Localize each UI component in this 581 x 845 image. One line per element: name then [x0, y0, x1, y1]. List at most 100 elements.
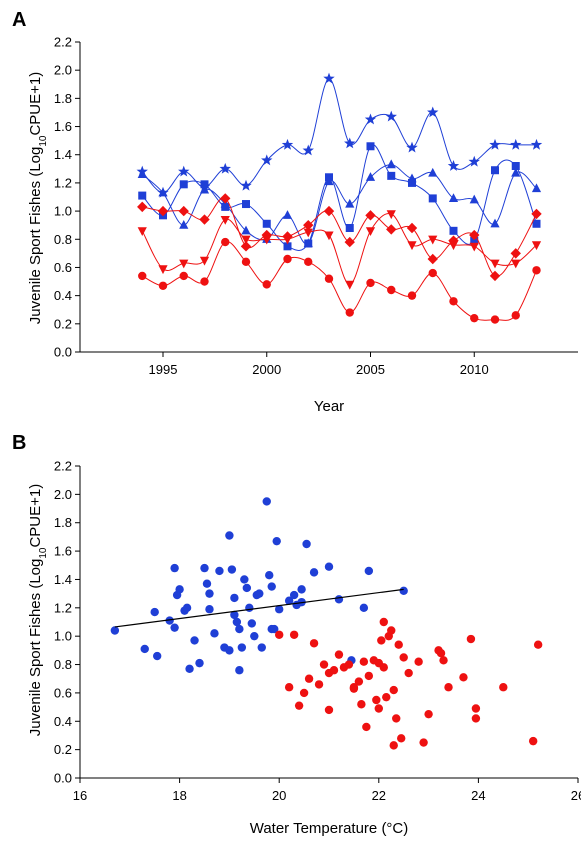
scatter-point	[175, 585, 184, 594]
triangle-down-marker	[531, 241, 542, 251]
y-tick-label: 0.6	[54, 685, 72, 700]
triangle-down-marker	[303, 228, 313, 238]
scatter-point	[302, 539, 311, 549]
circle-marker	[470, 313, 479, 323]
scatter-point	[170, 623, 179, 632]
circle-marker	[532, 266, 541, 275]
star-marker	[489, 138, 501, 150]
star-marker	[219, 162, 231, 174]
diamond-marker	[199, 214, 210, 225]
scatter-point	[230, 593, 239, 603]
y-tick-label: 1.6	[54, 544, 72, 559]
scatter-point	[182, 603, 192, 613]
scatter-point	[372, 695, 381, 705]
circle-marker	[283, 254, 292, 264]
scatter-point	[289, 590, 299, 600]
scatter-series-0	[110, 497, 408, 675]
triangle-down-marker	[511, 259, 521, 269]
x-tick-label: 24	[471, 788, 485, 803]
circle-marker	[221, 237, 230, 247]
y-tick-label: 2.2	[54, 459, 72, 474]
scatter-point	[284, 596, 294, 605]
diamond-marker	[469, 229, 480, 241]
circle-marker	[345, 308, 354, 317]
triangle-down-marker	[179, 259, 189, 269]
y-tick-label: 1.8	[54, 515, 72, 530]
scatter-point	[150, 607, 159, 617]
square-marker	[532, 219, 541, 228]
scatter-point	[230, 610, 239, 620]
scatter-point	[357, 700, 366, 709]
triangle-down-marker	[137, 227, 147, 237]
scatter-point	[362, 722, 371, 732]
series-circle	[138, 237, 541, 324]
circle-marker	[179, 271, 188, 281]
x-tick-label: 20	[272, 788, 286, 803]
scatter-point	[394, 640, 403, 649]
diamond-marker	[386, 224, 397, 235]
square-marker	[221, 202, 230, 211]
scatter-point	[190, 636, 199, 645]
diamond-marker	[510, 248, 521, 259]
y-tick-label: 1.2	[54, 600, 72, 615]
scatter-point	[471, 704, 481, 713]
triangle-up-marker	[448, 193, 459, 203]
x-tick-label: 22	[372, 788, 386, 803]
scatter-point	[225, 531, 234, 540]
circle-marker	[428, 268, 437, 278]
x-tick-label: 2010	[460, 362, 489, 377]
triangle-down-marker	[241, 235, 251, 245]
scatter-point	[382, 692, 391, 702]
scatter-point	[140, 644, 149, 654]
scatter-point	[294, 701, 304, 710]
triangle-down-marker	[469, 242, 479, 252]
scatter-point	[152, 651, 162, 661]
circle-marker	[511, 311, 520, 320]
circle-marker	[449, 297, 458, 306]
scatter-point	[444, 683, 453, 692]
y-tick-label: 0.0	[54, 345, 72, 360]
scatter-point	[344, 660, 354, 669]
diamond-marker	[157, 205, 169, 217]
scatter-point	[354, 677, 364, 686]
triangle-down-marker	[324, 231, 334, 241]
panel-b-label: B	[12, 432, 26, 454]
scatter-point	[309, 568, 319, 577]
scatter-series-1	[275, 617, 543, 750]
square-marker	[262, 219, 271, 228]
panel-b-plot-area	[110, 497, 543, 750]
scatter-point	[459, 673, 468, 682]
triangle-down-marker	[282, 235, 293, 245]
x-tick-label: 2005	[356, 362, 385, 377]
scatter-point	[329, 666, 339, 675]
triangle-up-marker	[199, 184, 210, 194]
circle-marker	[241, 257, 251, 267]
triangle-down-marker	[220, 215, 230, 225]
scatter-point	[270, 624, 279, 634]
series-line	[141, 78, 537, 194]
scatter-point	[439, 656, 448, 665]
panel-a-axes: 0.0 0.2 0.4 0.6 0.8 1.0 1.2 1.4 1.6 1.8 2.0 2.2 1995…	[54, 35, 578, 377]
x-tick-label: 1995	[149, 362, 178, 377]
square-marker	[179, 180, 188, 189]
diamond-marker	[531, 208, 542, 220]
scatter-point	[289, 630, 299, 639]
star-marker	[178, 165, 190, 177]
square-marker	[428, 194, 437, 203]
triangle-down-marker	[345, 280, 355, 290]
scatter-point	[255, 589, 264, 598]
circle-marker	[262, 280, 271, 289]
circle-marker	[366, 278, 375, 288]
panel-a-y-axis-title: Juvenile Sport Fishes (Log10CPUE+1)	[27, 72, 49, 325]
scatter-point	[499, 683, 508, 692]
y-tick-label: 2.0	[54, 63, 72, 78]
star-marker	[281, 138, 294, 150]
star-marker	[468, 155, 480, 167]
scatter-point	[262, 497, 271, 506]
panel-b-axes: 0.0 0.2 0.4 0.6 0.8 1.0 1.2 1.4 1.6 1.8 2.0 2.2 16 18…	[54, 459, 581, 804]
triangle-down-marker	[199, 256, 210, 266]
scatter-point	[379, 663, 388, 672]
triangle-up-marker	[490, 218, 500, 228]
triangle-down-marker	[428, 235, 438, 245]
